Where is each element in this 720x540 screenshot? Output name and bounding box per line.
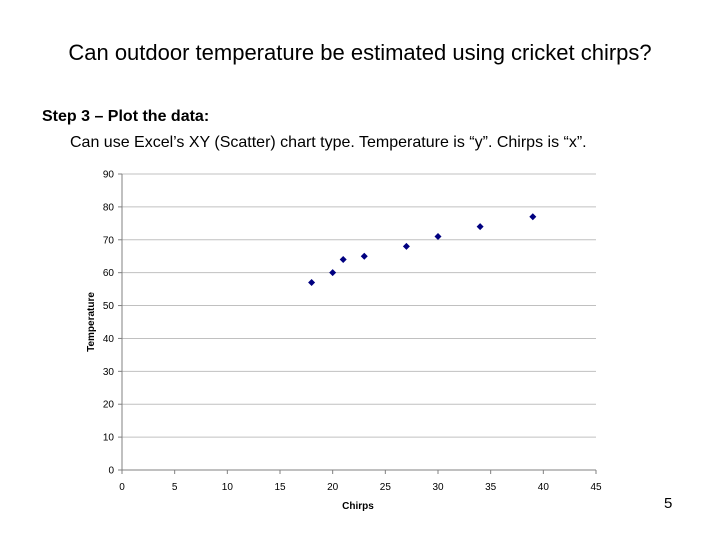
y-tick-label: 20 [103,400,115,411]
x-tick-label: 25 [380,482,392,493]
data-point-marker [434,232,442,240]
y-tick-labels: 0 10 20 30 40 50 60 70 80 90 [103,170,115,477]
y-tick-label: 30 [103,367,115,378]
y-tick-label: 80 [103,202,115,213]
step-description: Can use Excel’s XY (Scatter) chart type.… [70,134,587,151]
data-points [308,213,537,287]
y-tick-label: 40 [103,334,115,345]
data-point-marker [360,252,368,260]
axes [118,173,597,474]
y-axis-label: Temperature [86,292,97,352]
x-tick-label: 45 [590,482,602,493]
x-tick-label: 40 [538,482,550,493]
y-tick-label: 50 [103,301,115,312]
x-tick-label: 30 [432,482,444,493]
x-tick-label: 5 [172,482,178,493]
data-point-marker [329,269,337,277]
slide-number: 5 [664,495,673,512]
y-tick-label: 10 [103,433,115,444]
data-point-marker [339,256,347,264]
y-tick-label: 0 [108,466,114,477]
data-point-marker [476,223,484,231]
data-point-marker [402,242,410,250]
y-tick-label: 60 [103,268,115,279]
x-tick-label: 0 [119,482,125,493]
x-axis-label: Chirps [342,501,374,512]
x-tick-label: 10 [222,482,234,493]
x-tick-label: 15 [274,482,286,493]
x-tick-label: 20 [327,482,339,493]
x-tick-label: 35 [485,482,497,493]
data-point-marker [529,213,537,221]
x-tick-labels: 0 5 10 15 20 25 30 35 40 45 [119,482,602,493]
y-tick-label: 70 [103,235,115,246]
data-point-marker [308,279,316,287]
slide-title: Can outdoor temperature be estimated usi… [68,40,652,65]
gridlines [122,173,596,438]
y-tick-label: 90 [103,170,115,181]
step-heading: Step 3 – Plot the data: [42,108,210,125]
